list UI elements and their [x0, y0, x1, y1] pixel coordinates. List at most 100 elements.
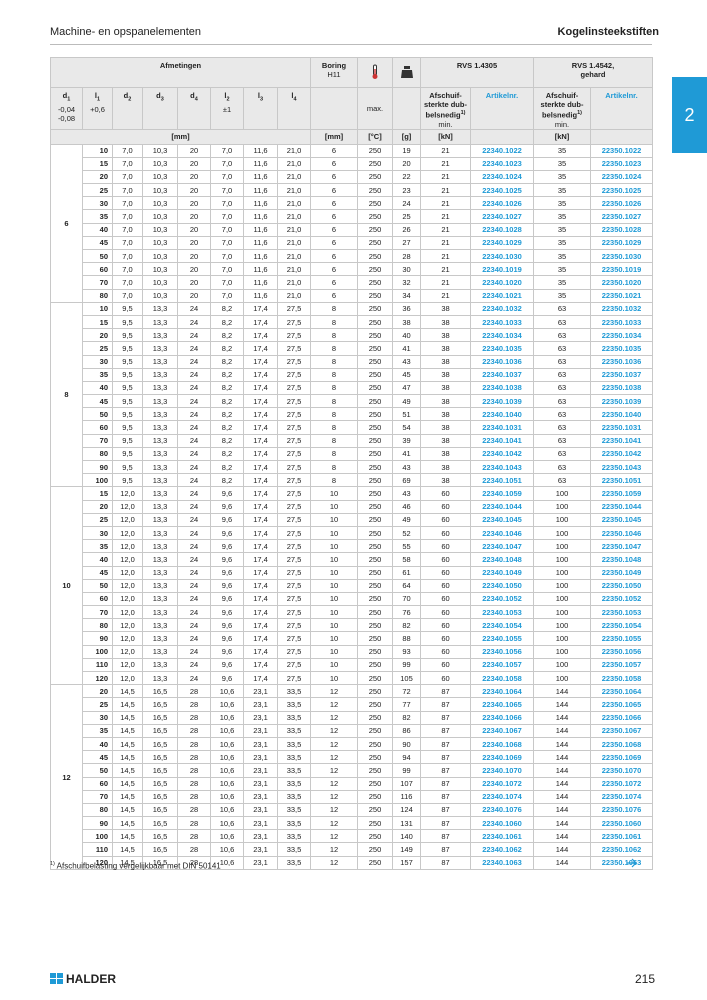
cell: 100	[82, 644, 113, 659]
cell: 27,5	[277, 670, 311, 686]
cell: 250	[357, 156, 393, 171]
cell: 8,2	[210, 407, 244, 422]
cell: 16,5	[142, 763, 178, 778]
cell: 250	[357, 670, 393, 686]
cell: 10,6	[210, 750, 244, 765]
cell: 27,5	[277, 354, 311, 369]
cell: 22340.1074	[470, 789, 534, 804]
cell: 22340.1064	[470, 684, 534, 699]
cell: 22340.1042	[470, 446, 534, 462]
cell: 12,0	[112, 512, 143, 527]
cell: 28	[177, 776, 211, 791]
table-row: 120 14,5 16,5 28 10,6 23,1 33,5 12 250 157 87 22340…	[51, 855, 653, 870]
cell: 20	[177, 235, 211, 251]
cell: 8,2	[210, 459, 244, 475]
cell: 22350.1049	[590, 565, 653, 580]
table-row: 80 12,0 13,3 24 9,6 17,4 27,5 10 250 82 60 22340.10…	[51, 618, 653, 633]
cell: 63	[533, 459, 591, 475]
cell: 250	[357, 380, 393, 396]
cell: 35	[533, 248, 591, 264]
shear-sup: 1)	[577, 110, 582, 116]
cell: 10,6	[210, 697, 244, 712]
col-head: l2 ±1	[210, 87, 244, 130]
cell: 10,6	[210, 816, 244, 831]
header-left: Machine- en opspanelementen	[50, 26, 202, 38]
table-row: 90 14,5 16,5 28 10,6 23,1 33,5 12 250 131 87 22340.…	[51, 816, 653, 831]
cell: 22340.1060	[470, 816, 534, 831]
cell: 40	[82, 736, 113, 752]
table-row: 35 12,0 13,3 24 9,6 17,4 27,5 10 250 55 60 22340.10…	[51, 539, 653, 554]
cell: 87	[420, 710, 471, 725]
cell: 8	[310, 394, 358, 409]
cell: 22350.1043	[590, 459, 653, 475]
cell: 24	[177, 539, 211, 554]
cell: 6	[310, 196, 358, 211]
cell: 10	[310, 644, 358, 659]
cell: 250	[357, 855, 393, 870]
cell: 100	[533, 486, 591, 501]
cell: 144	[533, 842, 591, 857]
cell: 13,3	[142, 367, 178, 382]
cell: 27,5	[277, 512, 311, 527]
cell: 34	[392, 288, 421, 303]
cell: 22350.1063	[590, 855, 653, 870]
col-head: l1 +0,6	[82, 87, 113, 130]
cell: 28	[177, 829, 211, 844]
symbol: d1	[52, 91, 81, 105]
cell: 7,0	[210, 222, 244, 237]
table-head: Afmetingen Boring H11 RVS 1.4305 RVS 1.45…	[50, 57, 653, 145]
cell: 24	[177, 420, 211, 435]
cell: 17,4	[243, 670, 278, 686]
cell: 20	[177, 183, 211, 198]
cell: 22350.1076	[590, 802, 653, 818]
cell: 60	[420, 618, 471, 633]
cell: 22350.1058	[590, 670, 653, 686]
cell: 100	[533, 618, 591, 633]
cell: 22350.1033	[590, 314, 653, 330]
cell: 24	[392, 196, 421, 211]
group-title: Afmetingen	[50, 57, 311, 88]
cell: 10	[310, 670, 358, 686]
cell: 27,5	[277, 394, 311, 409]
cell: 16,5	[142, 736, 178, 752]
table-row: 120 12,0 13,3 24 9,6 17,4 27,5 10 250 105 60 22340.…	[51, 670, 653, 686]
cell: 25	[82, 183, 113, 198]
cell: 14,5	[112, 842, 143, 857]
cell: 22350.1045	[590, 512, 653, 527]
cell: 63	[533, 473, 591, 488]
cell: 250	[357, 433, 393, 448]
cell: 14,5	[112, 789, 143, 804]
cell: 22350.1055	[590, 631, 653, 646]
cell: 250	[357, 605, 393, 620]
cell: 60	[82, 262, 113, 277]
cell: 24	[177, 591, 211, 607]
cell: 63	[533, 314, 591, 330]
unit: [mm]	[50, 128, 311, 145]
cell: 9,5	[112, 367, 143, 382]
cell: 22350.1068	[590, 736, 653, 752]
cell: 63	[533, 433, 591, 448]
cell: 40	[392, 328, 421, 343]
cell: 13,3	[142, 578, 178, 593]
symbol-letter: d	[62, 91, 68, 100]
cell: 38	[420, 446, 471, 462]
cell: 7,0	[112, 235, 143, 251]
cell: 87	[420, 855, 471, 870]
cell: 10,3	[142, 235, 178, 251]
cell: 10	[310, 552, 358, 567]
cell: 22350.1035	[590, 341, 653, 356]
table-row: 20 9,5 13,3 24 8,2 17,4 27,5 8 250 40 38 22340.1034…	[51, 328, 653, 343]
cell: 10,6	[210, 789, 244, 804]
cell: 14,5	[112, 684, 143, 699]
cell: 8,2	[210, 341, 244, 356]
cell: 8	[310, 420, 358, 435]
cell: 250	[357, 565, 393, 580]
table-row: 15 9,5 13,3 24 8,2 17,4 27,5 8 250 38 38 22340.1033…	[51, 314, 653, 330]
cell: 17,4	[243, 631, 278, 646]
cell: 250	[357, 776, 393, 791]
cell: 45	[82, 750, 113, 765]
cell: 82	[392, 618, 421, 633]
cell: 10	[310, 565, 358, 580]
cell: 21	[420, 209, 471, 224]
cell: 27,5	[277, 644, 311, 659]
